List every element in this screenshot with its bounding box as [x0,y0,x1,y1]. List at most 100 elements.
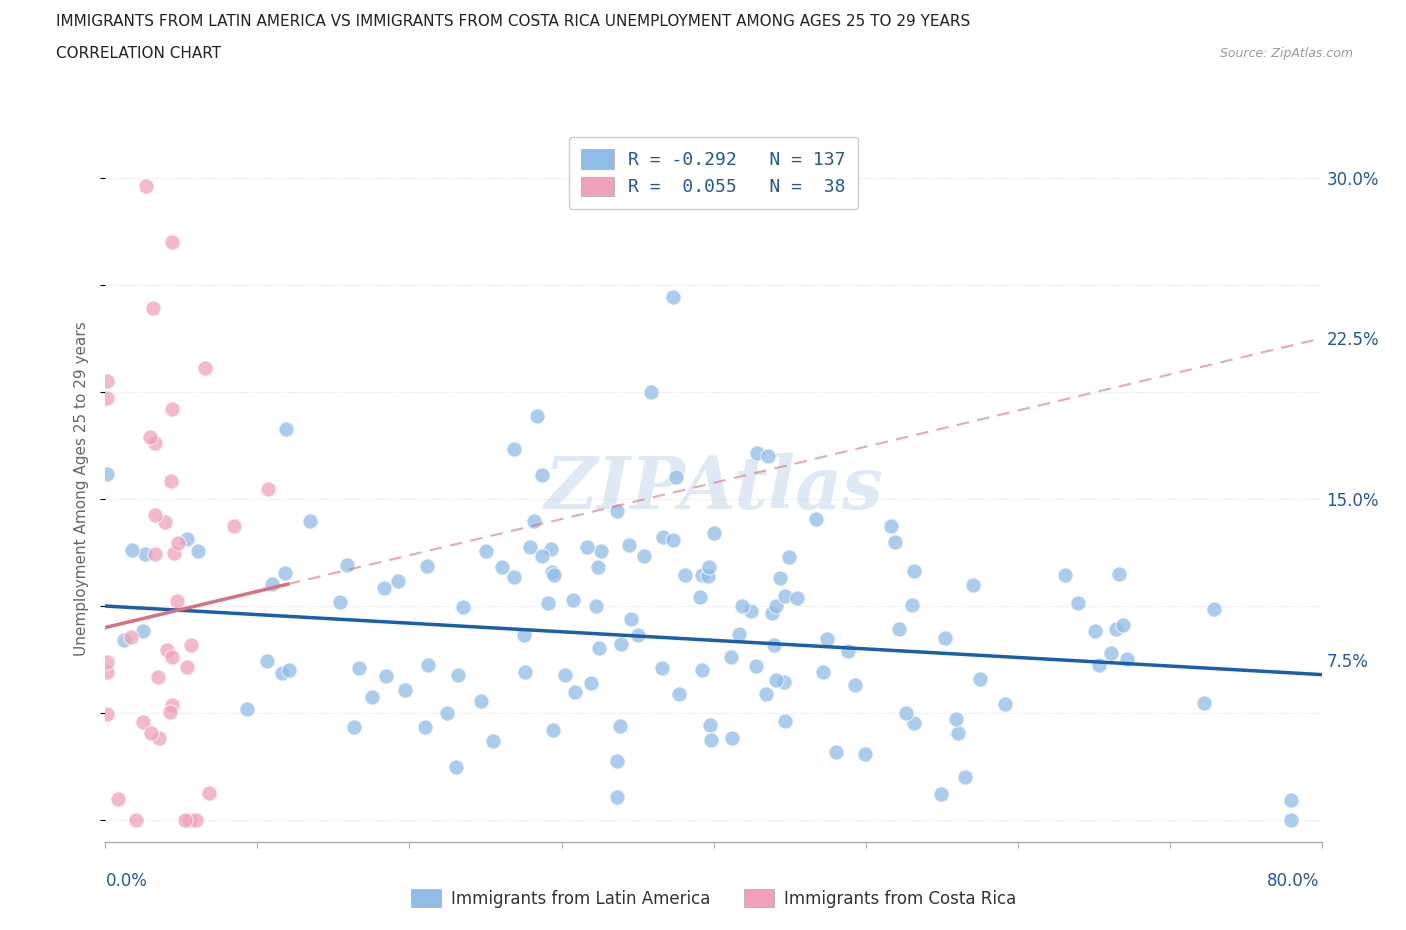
Point [159,705,181,720]
Point [540,541,562,556]
Point [167,536,190,551]
Legend: Immigrants from Latin America, Immigrants from Costa Rica: Immigrants from Latin America, Immigrant… [405,883,1022,914]
Point [107,792,129,807]
Point [143,507,166,522]
Point [145,546,167,561]
Point [96,706,118,721]
Point [697,560,720,575]
Point [416,658,439,672]
Point [444,760,467,775]
Point [903,564,925,578]
Point [1192,696,1215,711]
Point [817,631,839,646]
Point [184,813,207,828]
Point [731,599,754,614]
Point [474,544,496,559]
Point [530,468,553,483]
Point [588,560,610,575]
Point [96,391,118,405]
Point [256,482,278,497]
Point [1084,623,1107,638]
Point [651,529,673,544]
Point [946,726,969,741]
Point [844,678,866,693]
Point [446,668,468,683]
Point [662,533,685,548]
Point [673,568,696,583]
Point [142,300,165,315]
Point [806,512,828,526]
Point [160,402,183,417]
Point [554,667,576,682]
Point [627,628,650,643]
Point [993,697,1015,711]
Point [277,662,299,677]
Point [778,550,800,565]
Point [773,713,796,728]
Point [699,718,721,733]
Point [132,624,155,639]
Point [585,599,607,614]
Point [579,676,602,691]
Point [163,545,186,560]
Point [148,670,170,684]
Point [1087,658,1109,672]
Point [606,790,628,804]
Point [610,636,633,651]
Point [141,725,163,740]
Point [373,581,395,596]
Point [662,290,685,305]
Point [121,543,143,558]
Point [96,664,118,679]
Point [887,621,910,636]
Point [962,578,984,592]
Point [526,408,548,423]
Point [112,632,135,647]
Point [929,787,952,802]
Point [769,571,792,586]
Point [900,597,922,612]
Point [176,660,198,675]
Point [374,669,396,684]
Point [179,813,201,828]
Point [690,567,713,582]
Point [606,503,628,518]
Point [744,658,766,673]
Point [740,604,762,618]
Point [503,570,526,585]
Point [651,661,673,676]
Point [176,532,198,547]
Point [640,385,662,400]
Point [575,539,598,554]
Point [1105,621,1128,636]
Point [727,627,749,642]
Point [617,538,640,552]
Point [329,594,352,609]
Point [772,674,794,689]
Point [824,744,846,759]
Point [260,577,283,591]
Point [416,558,439,573]
Point [470,694,492,709]
Point [156,643,179,658]
Point [224,519,246,534]
Point [125,813,148,828]
Text: ZIPAtlas: ZIPAtlas [544,453,883,524]
Point [519,539,541,554]
Point [883,535,905,550]
Point [148,730,170,745]
Point [541,565,564,579]
Point [236,701,259,716]
Point [1279,792,1302,807]
Point [160,698,183,712]
Point [969,671,991,686]
Point [451,599,474,614]
Point [945,711,967,726]
Point [756,448,779,463]
Point [361,689,384,704]
Point [765,672,787,687]
Point [120,630,142,644]
Point [194,361,217,376]
Point [1101,646,1123,661]
Point [720,650,742,665]
